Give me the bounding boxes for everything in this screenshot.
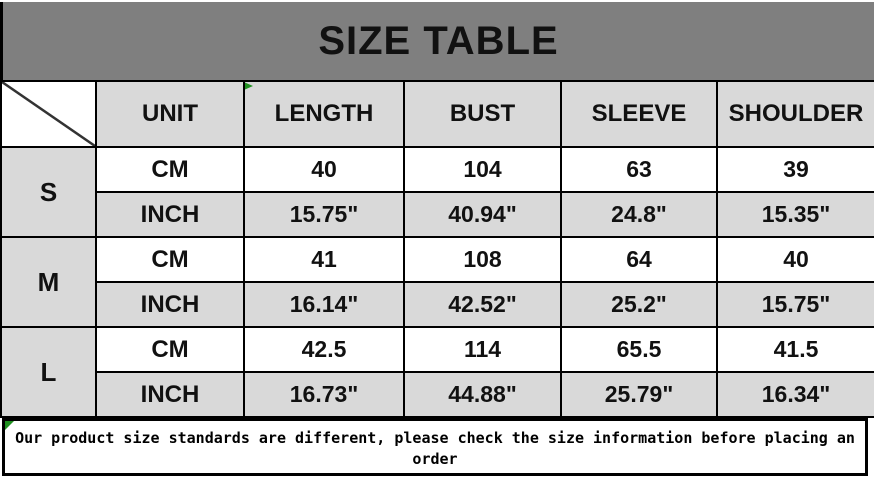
value-cell-sleeve: 65.5 <box>560 326 718 373</box>
value-cell-length: 42.5 <box>243 326 405 373</box>
value-cell-shoulder: 41.5 <box>716 326 874 373</box>
value-cell-bust: 104 <box>403 146 562 193</box>
value-cell-bust: 44.88" <box>403 371 562 418</box>
value-cell-bust: 114 <box>403 326 562 373</box>
value-cell-length: 15.75" <box>243 191 405 238</box>
column-header-sleeve: SLEEVE <box>560 80 718 148</box>
value-cell-length: 41 <box>243 236 405 283</box>
value-cell-shoulder: 15.35" <box>716 191 874 238</box>
column-header-unit: UNIT <box>95 80 245 148</box>
unit-cell: INCH <box>95 281 245 328</box>
size-label-s: S <box>0 146 97 238</box>
diagonal-corner-cell <box>0 80 97 148</box>
table-row-s-inch: INCH 15.75" 40.94" 24.8" 15.35" <box>1 191 874 238</box>
header-row: UNIT LENGTH BUST SLEEVE SHOULDER <box>0 80 874 148</box>
table-row-m-cm: M CM 41 108 64 40 <box>0 236 874 328</box>
table-row-l-cm: L CM 42.5 114 65.5 41.5 <box>0 326 874 418</box>
value-cell-shoulder: 39 <box>716 146 874 193</box>
size-label-l: L <box>0 326 97 418</box>
unit-cell: CM <box>95 236 245 283</box>
value-cell-sleeve: 64 <box>560 236 718 283</box>
green-flag-icon <box>246 83 253 90</box>
table-row-s-cm: S CM 40 104 63 39 <box>0 146 874 238</box>
value-cell-bust: 40.94" <box>403 191 562 238</box>
column-header-length-label: LENGTH <box>274 100 374 127</box>
green-corner-icon <box>5 421 14 430</box>
unit-cell: CM <box>95 326 245 373</box>
size-label-m: M <box>0 236 97 328</box>
diagonal-line-icon <box>2 82 95 146</box>
value-cell-length: 16.73" <box>243 371 405 418</box>
value-cell-length: 16.14" <box>243 281 405 328</box>
value-cell-shoulder: 16.34" <box>716 371 874 418</box>
value-cell-shoulder: 40 <box>716 236 874 283</box>
footer-disclaimer: Our product size standards are different… <box>2 418 868 476</box>
unit-cell: INCH <box>95 371 245 418</box>
value-cell-length: 40 <box>243 146 405 193</box>
unit-cell: INCH <box>95 191 245 238</box>
unit-cell: CM <box>95 146 245 193</box>
size-table: UNIT LENGTH BUST SLEEVE SHOULDER S CM 40… <box>0 80 874 418</box>
value-cell-sleeve: 24.8" <box>560 191 718 238</box>
footer-disclaimer-line1: Our product size standards are different… <box>15 429 855 447</box>
value-cell-sleeve: 25.2" <box>560 281 718 328</box>
table-row-l-inch: INCH 16.73" 44.88" 25.79" 16.34" <box>1 371 874 418</box>
value-cell-sleeve: 63 <box>560 146 718 193</box>
value-cell-sleeve: 25.79" <box>560 371 718 418</box>
value-cell-bust: 108 <box>403 236 562 283</box>
value-cell-bust: 42.52" <box>403 281 562 328</box>
value-cell-shoulder: 15.75" <box>716 281 874 328</box>
column-header-bust: BUST <box>403 80 562 148</box>
page-title: SIZE TABLE <box>318 18 559 63</box>
title-bar: SIZE TABLE <box>0 2 874 80</box>
column-header-length: LENGTH <box>243 80 405 148</box>
footer-disclaimer-line2: order <box>412 450 458 468</box>
table-row-m-inch: INCH 16.14" 42.52" 25.2" 15.75" <box>1 281 874 328</box>
column-header-shoulder: SHOULDER <box>716 80 874 148</box>
